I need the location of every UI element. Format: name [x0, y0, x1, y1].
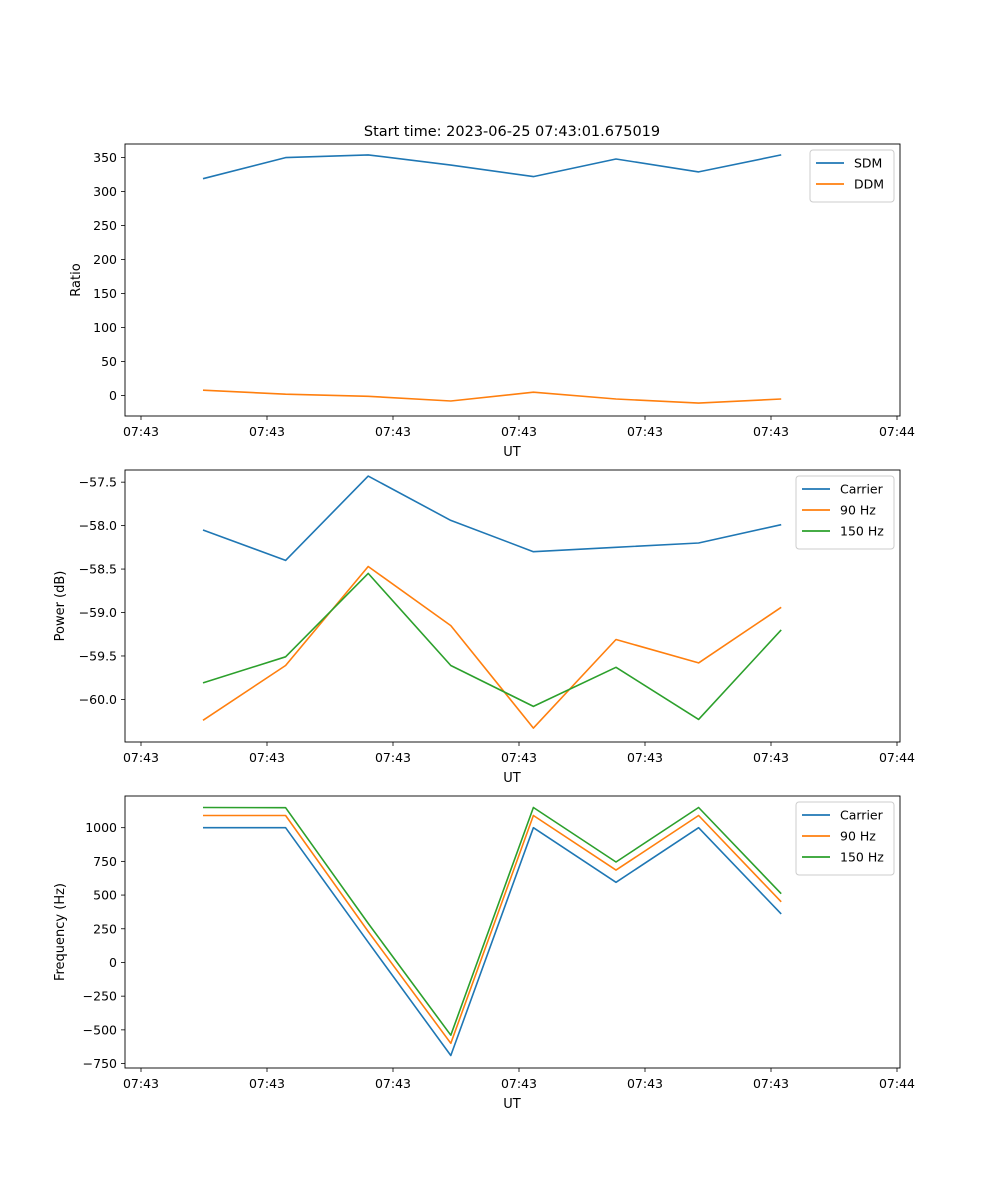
series-line-150-hz — [202, 806, 782, 1036]
y-tick-label: 100 — [93, 320, 117, 335]
legend-entry: SDM — [854, 156, 882, 171]
y-tick-label: −59.5 — [79, 648, 117, 663]
legend-entry: Carrier — [840, 482, 884, 497]
chart-panel-2: 07:43 07:43 07:43 07:43 07:43 07:43 07:44 −60.0… — [53, 469, 915, 786]
legend-entry: 150 Hz — [840, 524, 884, 539]
x-tick-label: 07:43 — [501, 750, 537, 765]
y-tick-label: 750 — [93, 854, 117, 869]
x-tick-label: 07:43 — [501, 1076, 537, 1091]
x-tick-label: 07:43 — [627, 750, 663, 765]
x-tick-label: 07:43 — [627, 1076, 663, 1091]
x-tick-label: 07:43 — [123, 424, 159, 439]
y-tick-label: −250 — [83, 989, 117, 1004]
chart-panel-1: 07:43 07:43 07:43 07:43 07:43 07:43 07:44 0 50 10… — [69, 143, 915, 460]
series-line-90-hz — [202, 565, 782, 729]
charts-container: 07:43 07:43 07:43 07:43 07:43 07:43 07:44 0 50 10… — [53, 143, 915, 1112]
y-tick-label: 500 — [93, 888, 117, 903]
x-tick-label: 07:44 — [879, 1076, 915, 1091]
legend-entry: 90 Hz — [840, 829, 876, 844]
y-tick-label: 1000 — [85, 820, 117, 835]
x-tick-label: 07:43 — [375, 750, 411, 765]
axes-frame — [124, 469, 901, 743]
x-tick-label: 07:43 — [501, 424, 537, 439]
series-line-sdm — [202, 154, 782, 180]
y-tick-label: −57.5 — [79, 475, 117, 490]
figure-title: Start time: 2023-06-25 07:43:01.675019 — [364, 124, 660, 140]
y-tick-label: 50 — [101, 354, 117, 369]
y-tick-label: −59.0 — [79, 605, 117, 620]
legend: SDM DDM — [809, 149, 895, 203]
y-tick-label: 0 — [109, 955, 117, 970]
series-line-ddm — [202, 389, 782, 404]
y-tick-label: 300 — [93, 184, 117, 199]
legend-entry: DDM — [854, 177, 884, 192]
x-tick-label: 07:43 — [375, 424, 411, 439]
x-tick-label: 07:43 — [123, 1076, 159, 1091]
y-tick-label: −500 — [83, 1022, 117, 1037]
x-tick-label: 07:43 — [753, 424, 789, 439]
x-tick-label: 07:43 — [249, 750, 285, 765]
series-line-90-hz — [203, 814, 782, 1045]
y-axis-label: Frequency (Hz) — [53, 883, 68, 981]
legend-entry: 90 Hz — [840, 503, 876, 518]
series-line-carrier — [202, 475, 782, 562]
legend: Carrier 90 Hz 150 Hz — [795, 475, 895, 550]
series-line-150-hz — [202, 572, 782, 721]
y-tick-label: 250 — [93, 218, 117, 233]
y-tick-label: 250 — [93, 921, 117, 936]
x-axis-label: UT — [503, 1097, 521, 1112]
y-tick-label: −58.5 — [79, 562, 117, 577]
x-tick-label: 07:43 — [375, 1076, 411, 1091]
y-tick-label: 0 — [109, 388, 117, 403]
x-axis-label: UT — [503, 771, 521, 786]
y-axis-label: Power (dB) — [53, 571, 68, 642]
x-tick-label: 07:44 — [879, 424, 915, 439]
axes-frame — [124, 795, 901, 1069]
y-axis-label: Ratio — [69, 263, 84, 296]
x-tick-label: 07:43 — [753, 750, 789, 765]
x-tick-label: 07:43 — [753, 1076, 789, 1091]
y-tick-label: −750 — [83, 1056, 117, 1071]
chart-panel-3: 07:43 07:43 07:43 07:43 07:43 07:43 07:44 −750 −… — [53, 795, 915, 1112]
legend: Carrier 90 Hz 150 Hz — [795, 801, 895, 876]
x-axis-label: UT — [503, 445, 521, 460]
legend-entry: 150 Hz — [840, 850, 884, 865]
y-tick-label: −58.0 — [79, 518, 117, 533]
axes-frame — [124, 143, 901, 417]
legend-entry: Carrier — [840, 808, 884, 823]
y-tick-label: 200 — [93, 252, 117, 267]
x-tick-label: 07:43 — [249, 1076, 285, 1091]
x-tick-label: 07:43 — [627, 424, 663, 439]
y-tick-label: 150 — [93, 286, 117, 301]
y-tick-label: −60.0 — [79, 692, 117, 707]
x-tick-label: 07:43 — [249, 424, 285, 439]
series-line-carrier — [203, 826, 782, 1057]
x-tick-label: 07:43 — [123, 750, 159, 765]
y-tick-label: 350 — [93, 150, 117, 165]
x-tick-label: 07:44 — [879, 750, 915, 765]
